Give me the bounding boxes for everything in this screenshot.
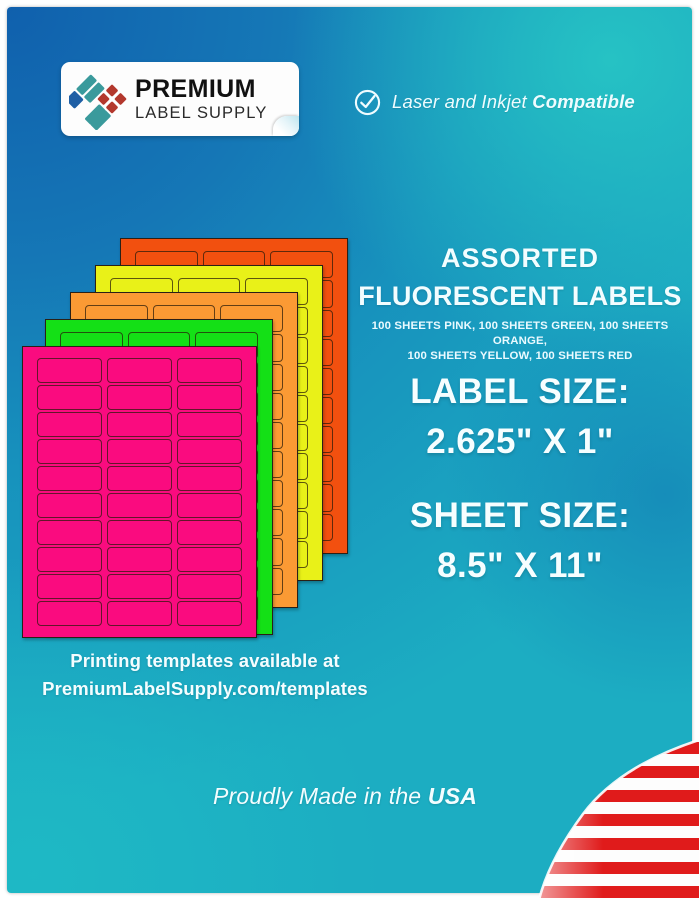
templates-note: Printing templates available at PremiumL… (10, 650, 400, 700)
label-cell (176, 466, 242, 491)
headline-line-1: ASSORTED (440, 243, 600, 273)
brand-logo-badge: PREMIUM LABEL SUPPLY (61, 62, 299, 136)
label-cell (37, 519, 103, 545)
label-cell (37, 439, 103, 465)
product-headline: ASSORTED FLUORESCENT LABELS 100 SHEETS P… (349, 243, 691, 364)
label-cell (176, 358, 242, 384)
diamond-tile-logo-icon (69, 74, 127, 130)
label-cell (107, 519, 172, 545)
label-cell (107, 439, 172, 465)
label-cell (37, 546, 103, 572)
label-cell (176, 439, 242, 465)
label-sheet-pink (22, 346, 257, 638)
label-cell (37, 493, 103, 518)
label-cell (37, 573, 103, 599)
label-cell (107, 546, 172, 572)
label-cell (176, 573, 242, 599)
label-cell (37, 385, 103, 411)
label-cell (107, 466, 172, 491)
breakdown-line-1: 100 SHEETS PINK, 100 SHEETS GREEN, 100 S… (371, 320, 669, 348)
sheet-paper (22, 346, 257, 638)
label-size-value: 2.625" X 1" (426, 422, 614, 461)
label-cell (176, 493, 242, 518)
sheet-size-value: 8.5" X 11" (437, 546, 603, 585)
made-in-usa-text-regular: Proudly Made in the (212, 783, 428, 809)
label-cell (107, 493, 172, 518)
made-in-usa-text-bold: USA (427, 783, 478, 809)
made-in-usa-text: Proudly Made in the USA (120, 783, 570, 810)
label-cell (176, 600, 242, 626)
sheet-label-grid (37, 358, 242, 626)
label-cell (176, 519, 242, 545)
templates-url: PremiumLabelSupply.com/templates (42, 678, 368, 699)
label-cell (37, 600, 103, 626)
templates-note-line-1: Printing templates available at (70, 650, 340, 671)
label-cell (107, 385, 172, 411)
label-cell (176, 412, 242, 438)
brand-name: PREMIUM (135, 74, 256, 103)
label-cell (176, 385, 242, 411)
compatibility-text-bold: Compatible (532, 91, 635, 112)
label-cell (107, 358, 172, 384)
sheet-size-spec: SHEET SIZE: 8.5" X 11" (349, 496, 691, 586)
label-cell (37, 466, 103, 491)
made-in-usa-callout: Proudly Made in the USA (120, 783, 570, 810)
sheet-size-heading: SHEET SIZE: (409, 496, 631, 535)
background-gradient (7, 7, 692, 893)
compatibility-callout: Laser and Inkjet Compatible (354, 84, 635, 120)
label-cell (107, 600, 172, 626)
brand-logo-wordmark: PREMIUM LABEL SUPPLY (135, 74, 268, 122)
usa-flag-corner-icon (539, 740, 699, 900)
brand-tagline: LABEL SUPPLY (135, 103, 268, 122)
label-cell (107, 412, 172, 438)
headline-line-2: FLUORESCENT LABELS (358, 281, 682, 311)
breakdown-line-2: 100 SHEETS YELLOW, 100 SHEETS RED (407, 350, 633, 363)
compatibility-text: Laser and Inkjet Compatible (392, 91, 635, 113)
label-cell (37, 412, 103, 438)
label-cell (176, 546, 242, 572)
label-cell (107, 573, 172, 599)
label-cell (37, 358, 103, 384)
compatibility-text-regular: Laser and Inkjet (392, 91, 533, 112)
sheet-count-breakdown: 100 SHEETS PINK, 100 SHEETS GREEN, 100 S… (349, 319, 691, 364)
label-size-spec: LABEL SIZE: 2.625" X 1" (349, 372, 691, 462)
label-size-heading: LABEL SIZE: (410, 372, 630, 411)
check-circle-icon (354, 89, 381, 115)
